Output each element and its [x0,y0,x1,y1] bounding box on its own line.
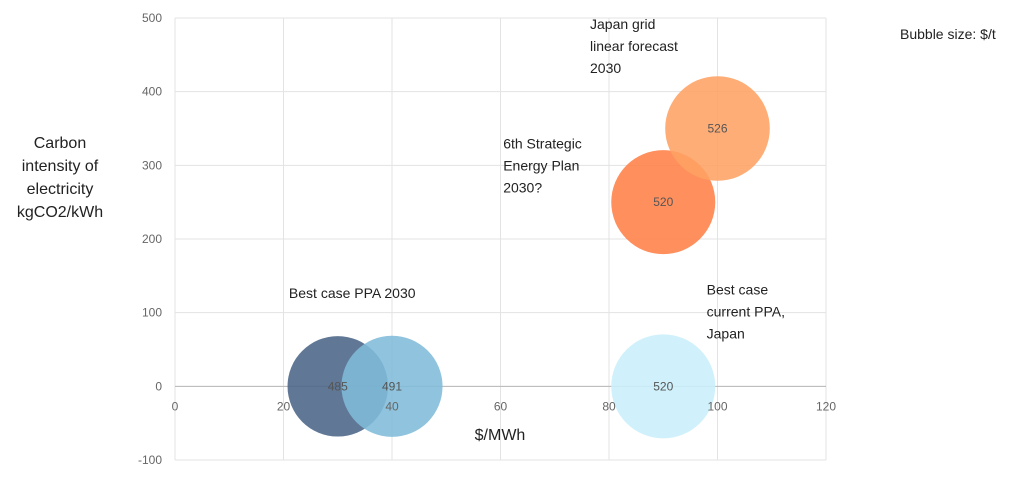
annotations: Best case PPA 2030 Best case current PPA, J… [289,16,785,341]
bubble-label-0: 485 [328,379,348,393]
bubble-label-3: 520 [653,195,673,209]
x-tick-label-2: 40 [385,399,399,413]
y-tick-label-4: 300 [142,158,162,172]
bubble-3 [611,150,716,255]
bubble-label-4: 526 [707,122,727,136]
y-tick-labels: -100 0 100 200 300 400 500 [138,11,162,467]
bubble-labels: 485 491 520 520 526 [328,122,728,394]
bubble-2 [611,334,716,439]
y-tick-label-3: 200 [142,232,162,246]
bubble-1 [341,335,443,437]
y-tick-label-2: 100 [142,306,162,320]
annotation-0: Best case PPA 2030 [289,285,416,301]
y-axis-label: Carbon intensity of electricity kgCO2/kWh [17,135,103,221]
y-tick-label-6: 500 [142,11,162,25]
bubble-4 [665,76,770,181]
annotation-3: Japan grid linear forecast 2030 [590,16,678,76]
annotation-1: Best case current PPA, Japan [707,281,785,341]
bubble-label-2: 520 [653,379,673,393]
y-tick-label-0: -100 [138,453,162,467]
bubble-size-note: Bubble size: $/t [900,26,996,42]
x-tick-label-1: 20 [277,399,291,413]
annotation-2: 6th Strategic Energy Plan 2030? [503,135,582,195]
x-tick-labels: 0 20 40 60 80 100 120 [172,399,837,413]
x-tick-label-4: 80 [602,399,616,413]
x-tick-label-5: 100 [707,399,727,413]
x-tick-label-3: 60 [494,399,508,413]
bubble-label-1: 491 [382,379,402,393]
x-axis-label: $/MWh [475,427,526,444]
x-tick-label-0: 0 [172,399,179,413]
y-tick-label-1: 0 [155,379,162,393]
y-tick-label-5: 400 [142,85,162,99]
bubbles [287,76,770,439]
x-tick-label-6: 120 [816,399,836,413]
